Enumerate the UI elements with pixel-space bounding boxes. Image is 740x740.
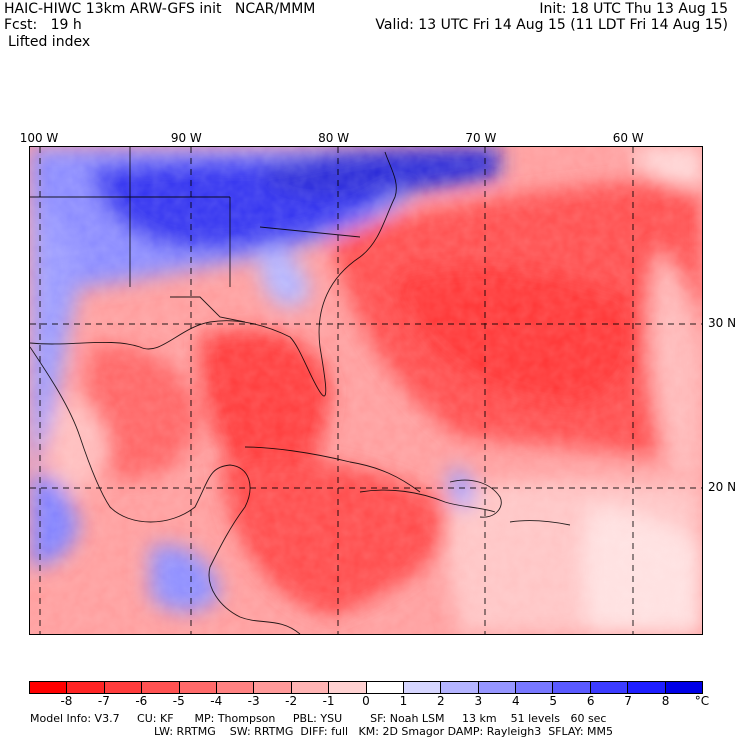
- legend-tick-8: 0: [362, 694, 370, 708]
- legend-swatch-6: [254, 682, 292, 693]
- color-scale-legend: [29, 681, 703, 694]
- legend-swatch-13: [516, 682, 554, 693]
- lat-label-1: 20 N: [708, 480, 737, 494]
- legend-swatch-16: [628, 682, 666, 693]
- legend-swatch-14: [553, 682, 591, 693]
- lon-label-2: 80 W: [318, 131, 350, 145]
- legend-swatch-9: [366, 682, 404, 693]
- legend-swatch-15: [590, 682, 629, 693]
- legend-tick-7: -1: [322, 694, 335, 708]
- lon-label-3: 70 W: [465, 131, 497, 145]
- legend-swatch-0: [30, 682, 68, 693]
- footer-model-info: Model Info: V3.7 CU: KF MP: Thompson PBL…: [30, 712, 607, 725]
- legend-swatch-1: [67, 682, 105, 693]
- legend-tick-14: 6: [586, 694, 595, 708]
- lon-label-1: 90 W: [170, 131, 202, 145]
- legend-tick-5: -3: [247, 694, 260, 708]
- lat-label-0: 30 N: [708, 316, 737, 330]
- legend-tick-10: 2: [437, 694, 445, 708]
- field-name: Lifted index: [8, 34, 91, 50]
- lifted-index-map: [29, 146, 703, 635]
- legend-swatch-11: [441, 682, 479, 693]
- forecast-hour: Fcst: 19 h: [4, 17, 82, 33]
- lat-lon-grid: [30, 147, 702, 634]
- legend-tick-4: -4: [210, 694, 223, 708]
- legend-swatch-2: [104, 682, 143, 693]
- footer-physics-info: LW: RRTMG SW: RRTMG DIFF: full KM: 2D Sm…: [154, 725, 614, 738]
- legend-swatch-12: [478, 682, 517, 693]
- title-model-line: HAIC-HIWC 13km ARW-GFS init NCAR/MMM: [4, 1, 316, 17]
- legend-tick-1: -7: [97, 694, 110, 708]
- legend-tick-13: 5: [549, 694, 558, 708]
- legend-tick-6: -2: [285, 694, 298, 708]
- map-canvas: [30, 147, 702, 634]
- legend-swatch-5: [216, 682, 255, 693]
- init-time: Init: 18 UTC Thu 13 Aug 15: [539, 1, 728, 17]
- legend-unit: °C: [694, 694, 710, 708]
- legend-swatch-8: [329, 682, 367, 693]
- legend-swatch-4: [179, 682, 217, 693]
- valid-time: Valid: 13 UTC Fri 14 Aug 15 (11 LDT Fri …: [375, 17, 728, 33]
- legend-tick-0: -8: [60, 694, 73, 708]
- lon-label-0: 100 W: [19, 131, 59, 145]
- legend-tick-2: -6: [135, 694, 148, 708]
- legend-swatch-17: [665, 682, 703, 693]
- coastlines: [30, 147, 571, 634]
- legend-tick-16: 8: [661, 694, 670, 708]
- legend-swatch-10: [403, 682, 442, 693]
- legend-swatch-7: [291, 682, 330, 693]
- legend-tick-9: 1: [399, 694, 408, 708]
- legend-tick-3: -5: [172, 694, 185, 708]
- legend-tick-15: 7: [624, 694, 632, 708]
- legend-swatch-3: [142, 682, 180, 693]
- legend-tick-12: 4: [511, 694, 520, 708]
- legend-tick-11: 3: [474, 694, 483, 708]
- lon-label-4: 60 W: [612, 131, 644, 145]
